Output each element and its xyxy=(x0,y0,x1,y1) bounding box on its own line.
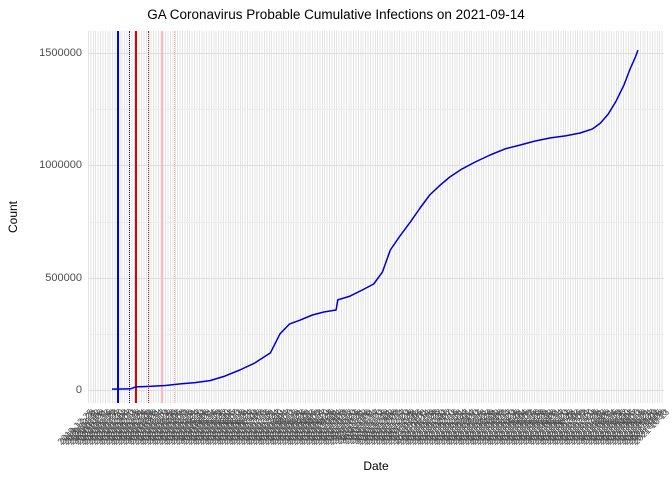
x-axis-title: Date xyxy=(363,459,389,473)
chart-title: GA Coronavirus Probable Cumulative Infec… xyxy=(147,7,525,22)
gridline-minor xyxy=(88,333,664,335)
gridline-major xyxy=(88,165,664,167)
event-vline-solid xyxy=(134,31,137,403)
gridline-major xyxy=(88,390,664,391)
event-vline-dotted xyxy=(174,31,176,403)
event-vline-dotted xyxy=(147,31,149,403)
gridline-major xyxy=(88,53,664,54)
infection-curve-layer xyxy=(111,49,639,390)
y-tick-label: 1500000 xyxy=(39,47,82,59)
gridline-minor xyxy=(88,221,664,223)
gridline-minor xyxy=(88,109,664,111)
event-vline-solid xyxy=(161,31,163,403)
gridline-major xyxy=(88,277,664,279)
y-tick-label: 1000000 xyxy=(39,159,82,172)
plot-panel xyxy=(88,31,664,403)
infection-curve xyxy=(111,49,639,390)
y-axis-tick-labels: 0 500000 1000000 1500000 xyxy=(0,31,84,403)
y-tick-label: 0 xyxy=(75,384,82,396)
event-vline-solid xyxy=(117,31,120,403)
y-axis-title: Count xyxy=(6,200,20,234)
y-tick-label: 500000 xyxy=(45,271,82,284)
event-vline-dotted xyxy=(128,31,130,403)
